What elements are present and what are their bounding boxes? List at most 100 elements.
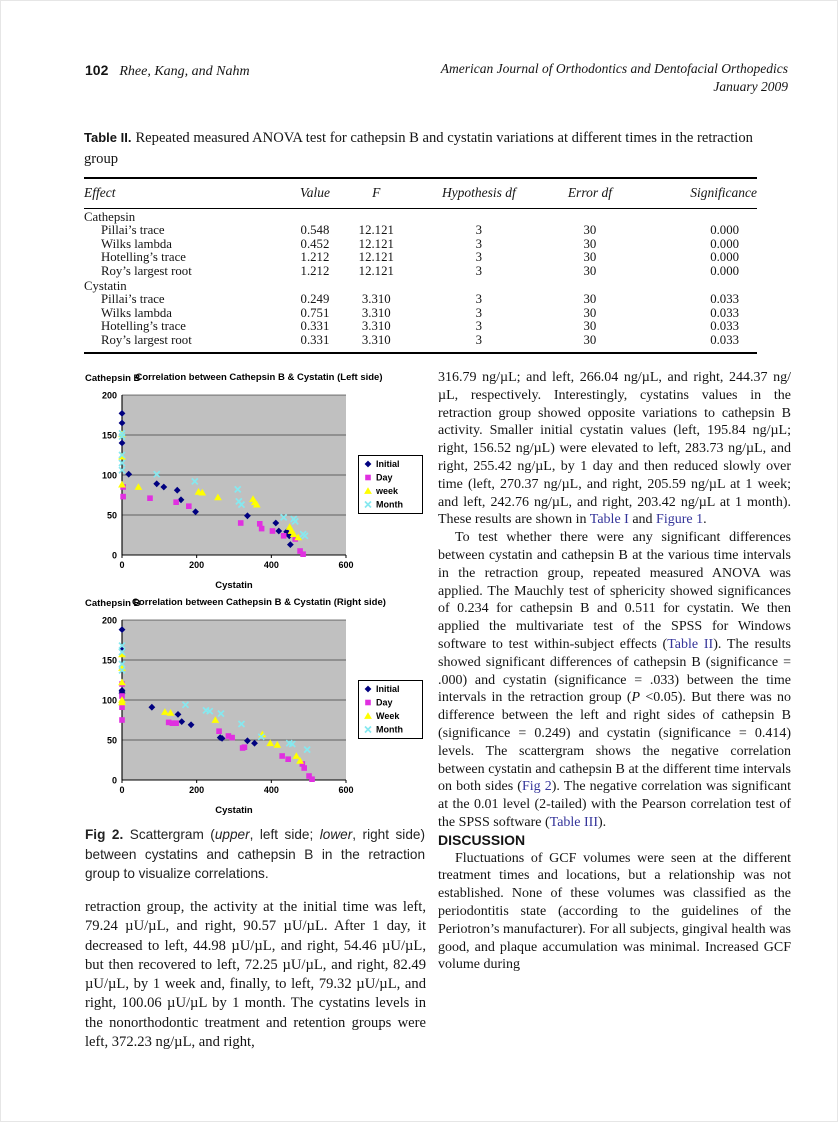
chart-title: Correlation between Cathepsin B & Cystat… (132, 597, 386, 608)
table-row: Wilks lambda 0.452 12.121 3 30 0.000 (101, 236, 739, 251)
issue-date: January 2009 (713, 79, 788, 94)
y-tick-label: 150 (102, 656, 117, 666)
page-number: 102 (85, 62, 109, 78)
table-row: Hotelling’s trace 0.331 3.310 3 30 0.033 (101, 319, 739, 334)
link-table-2[interactable]: Table II (667, 636, 714, 652)
text-segment: <0.05). But there was no difference betw… (438, 690, 791, 795)
x-tick-label: 0 (119, 560, 124, 570)
x-tick-label: 600 (338, 560, 353, 570)
text-segment: and (628, 512, 657, 528)
anova-table: Effect Value F Hypothesis df Error df Signifi… (84, 177, 757, 354)
x-tick-label: 200 (189, 560, 204, 570)
table-2-label: Table II. (84, 130, 132, 145)
figure-2-label: Fig 2. (85, 827, 124, 842)
legend-label: Day (376, 473, 393, 483)
x-tick-label: 0 (119, 785, 124, 795)
link-fig-2[interactable]: Fig 2 (521, 779, 552, 795)
column-header: Error df (548, 177, 632, 209)
running-authors: Rhee, Kang, and Nahm (119, 64, 250, 79)
running-head-left: 102 Rhee, Kang, and Nahm (85, 62, 250, 80)
running-head-right: American Journal of Orthodontics and Den… (441, 60, 788, 96)
text-segment: To test whether there were any significa… (438, 530, 791, 652)
table-row: Pillai’s trace 0.249 3.310 3 30 0.033 (101, 292, 739, 307)
text-segment: . (703, 512, 707, 528)
y-tick-label: 100 (102, 471, 117, 481)
series-initial (118, 626, 258, 747)
column-header: Hypothesis df (409, 177, 549, 209)
table-2-caption: Table II. Repeated measured ANOVA test fo… (84, 127, 757, 170)
y-tick-label: 100 (102, 696, 117, 706)
legend-label: Week (376, 711, 400, 721)
text-segment: upper (214, 827, 250, 842)
y-tick-label: 50 (107, 736, 117, 746)
y-tick-label: 50 (107, 511, 117, 521)
series-day (119, 681, 315, 782)
text-segment: , right side) between cystatins and cath… (85, 827, 425, 882)
table-group-row: Cystatin (84, 279, 127, 294)
x-axis-title: Cystatin (215, 580, 253, 591)
legend-label: Day (376, 698, 393, 708)
y-tick-label: 150 (102, 431, 117, 441)
table-row: Wilks lambda 0.751 3.310 3 30 0.033 (101, 305, 739, 320)
column-header: Effect (84, 177, 287, 209)
results-paragraph-1: 316.79 ng/µL; and left, 266.04 ng/µL, an… (438, 369, 791, 529)
anova-table-body: Cathepsin Pillai’s trace 0.548 12.121 3 30 0.0… (84, 209, 757, 354)
right-column: 316.79 ng/µL; and left, 266.04 ng/µL, an… (438, 369, 791, 974)
x-tick-label: 200 (189, 785, 204, 795)
scatter-chart-left-svg: 0 50 100 150 200 0 200 400 600 Cathepsin BCorrela… (85, 372, 423, 591)
y-tick-label: 200 (102, 391, 117, 401)
chart-title: Correlation between Cathepsin B & Cystat… (135, 372, 382, 383)
text-segment: Scattergram ( (123, 827, 215, 842)
journal-name: American Journal of Orthodontics and Den… (440, 61, 788, 76)
y-tick-label: 0 (112, 551, 117, 561)
left-column-paragraph: retraction group, the activity at the in… (85, 899, 426, 1051)
link-table-3[interactable]: Table III (549, 814, 599, 830)
scatter-chart-right-side: 0 50 100 150 200 0 200 400 600 Cathepsin B Correla… (79, 592, 424, 823)
legend-label: Initial (376, 684, 400, 694)
legend-label: Month (376, 725, 403, 735)
scatter-chart-left-side: 0 50 100 150 200 0 200 400 600 Cathepsin B Correla… (79, 367, 424, 592)
legend-label: week (375, 486, 399, 496)
series-month (118, 641, 311, 754)
column-header: Significance (631, 177, 757, 209)
figure-2-caption-text: Scattergram (upper, left side; lower, ri… (85, 827, 425, 881)
y-axis-title: Cathepsin B (85, 598, 141, 609)
column-header: F (343, 177, 410, 209)
legend: Initial Day week Month (358, 455, 423, 514)
text-segment: ). The results showed significant differ… (438, 636, 791, 706)
text-segment: ). The negative correlation was signific… (438, 779, 791, 830)
discussion-heading: DISCUSSION (438, 831, 526, 848)
legend-label: Month (376, 500, 403, 510)
link-table-1[interactable]: Table I (589, 512, 629, 528)
x-axis-title: Cystatin (215, 805, 253, 816)
table-row: Roy’s largest root 0.331 3.310 3 30 0.033 (101, 332, 739, 347)
results-paragraph-2: To test whether there were any significa… (438, 529, 791, 832)
table-2-title: Repeated measured ANOVA test for catheps… (84, 130, 753, 167)
text-segment: , left side; (249, 827, 320, 842)
figure-2-caption: Fig 2. Scattergram (upper, left side; lo… (85, 825, 425, 884)
y-tick-label: 200 (102, 616, 117, 626)
column-header: Value (286, 177, 344, 209)
table-row: Roy’s largest root 1.212 12.121 3 30 0.000 (101, 263, 739, 278)
y-axis-title: Cathepsin B (85, 373, 141, 384)
table-row: Pillai’s trace 0.548 12.121 3 30 0.000 (101, 223, 739, 238)
scatter-chart-right-svg: 0 50 100 150 200 0 200 400 600 Cathepsin BCorrela… (85, 597, 423, 816)
text-segment: lower (319, 827, 353, 842)
text-segment: ). (598, 814, 607, 830)
series-month (118, 429, 309, 540)
y-tick-label: 0 (112, 776, 117, 786)
table-group-row: Cathepsin (84, 210, 136, 224)
legend: Initial Day Week Month (358, 680, 423, 739)
x-tick-label: 400 (264, 560, 279, 570)
x-tick-label: 400 (264, 785, 279, 795)
link-figure-1[interactable]: Figure 1 (656, 512, 704, 528)
anova-table-header-row: Effect Value F Hypothesis df Error df Signifi… (84, 177, 757, 209)
legend-label: Initial (376, 459, 400, 469)
text-segment: 316.79 ng/µL; and left, 266.04 ng/µL, an… (438, 370, 791, 528)
text-segment: P (631, 690, 641, 706)
table-2-block: Table II. Repeated measured ANOVA test fo… (84, 127, 757, 354)
table-row: Hotelling’s trace 1.212 12.121 3 30 0.000 (101, 250, 739, 265)
discussion-paragraph: Fluctuations of GCF volumes were seen at… (438, 850, 791, 973)
x-tick-label: 600 (338, 785, 353, 795)
